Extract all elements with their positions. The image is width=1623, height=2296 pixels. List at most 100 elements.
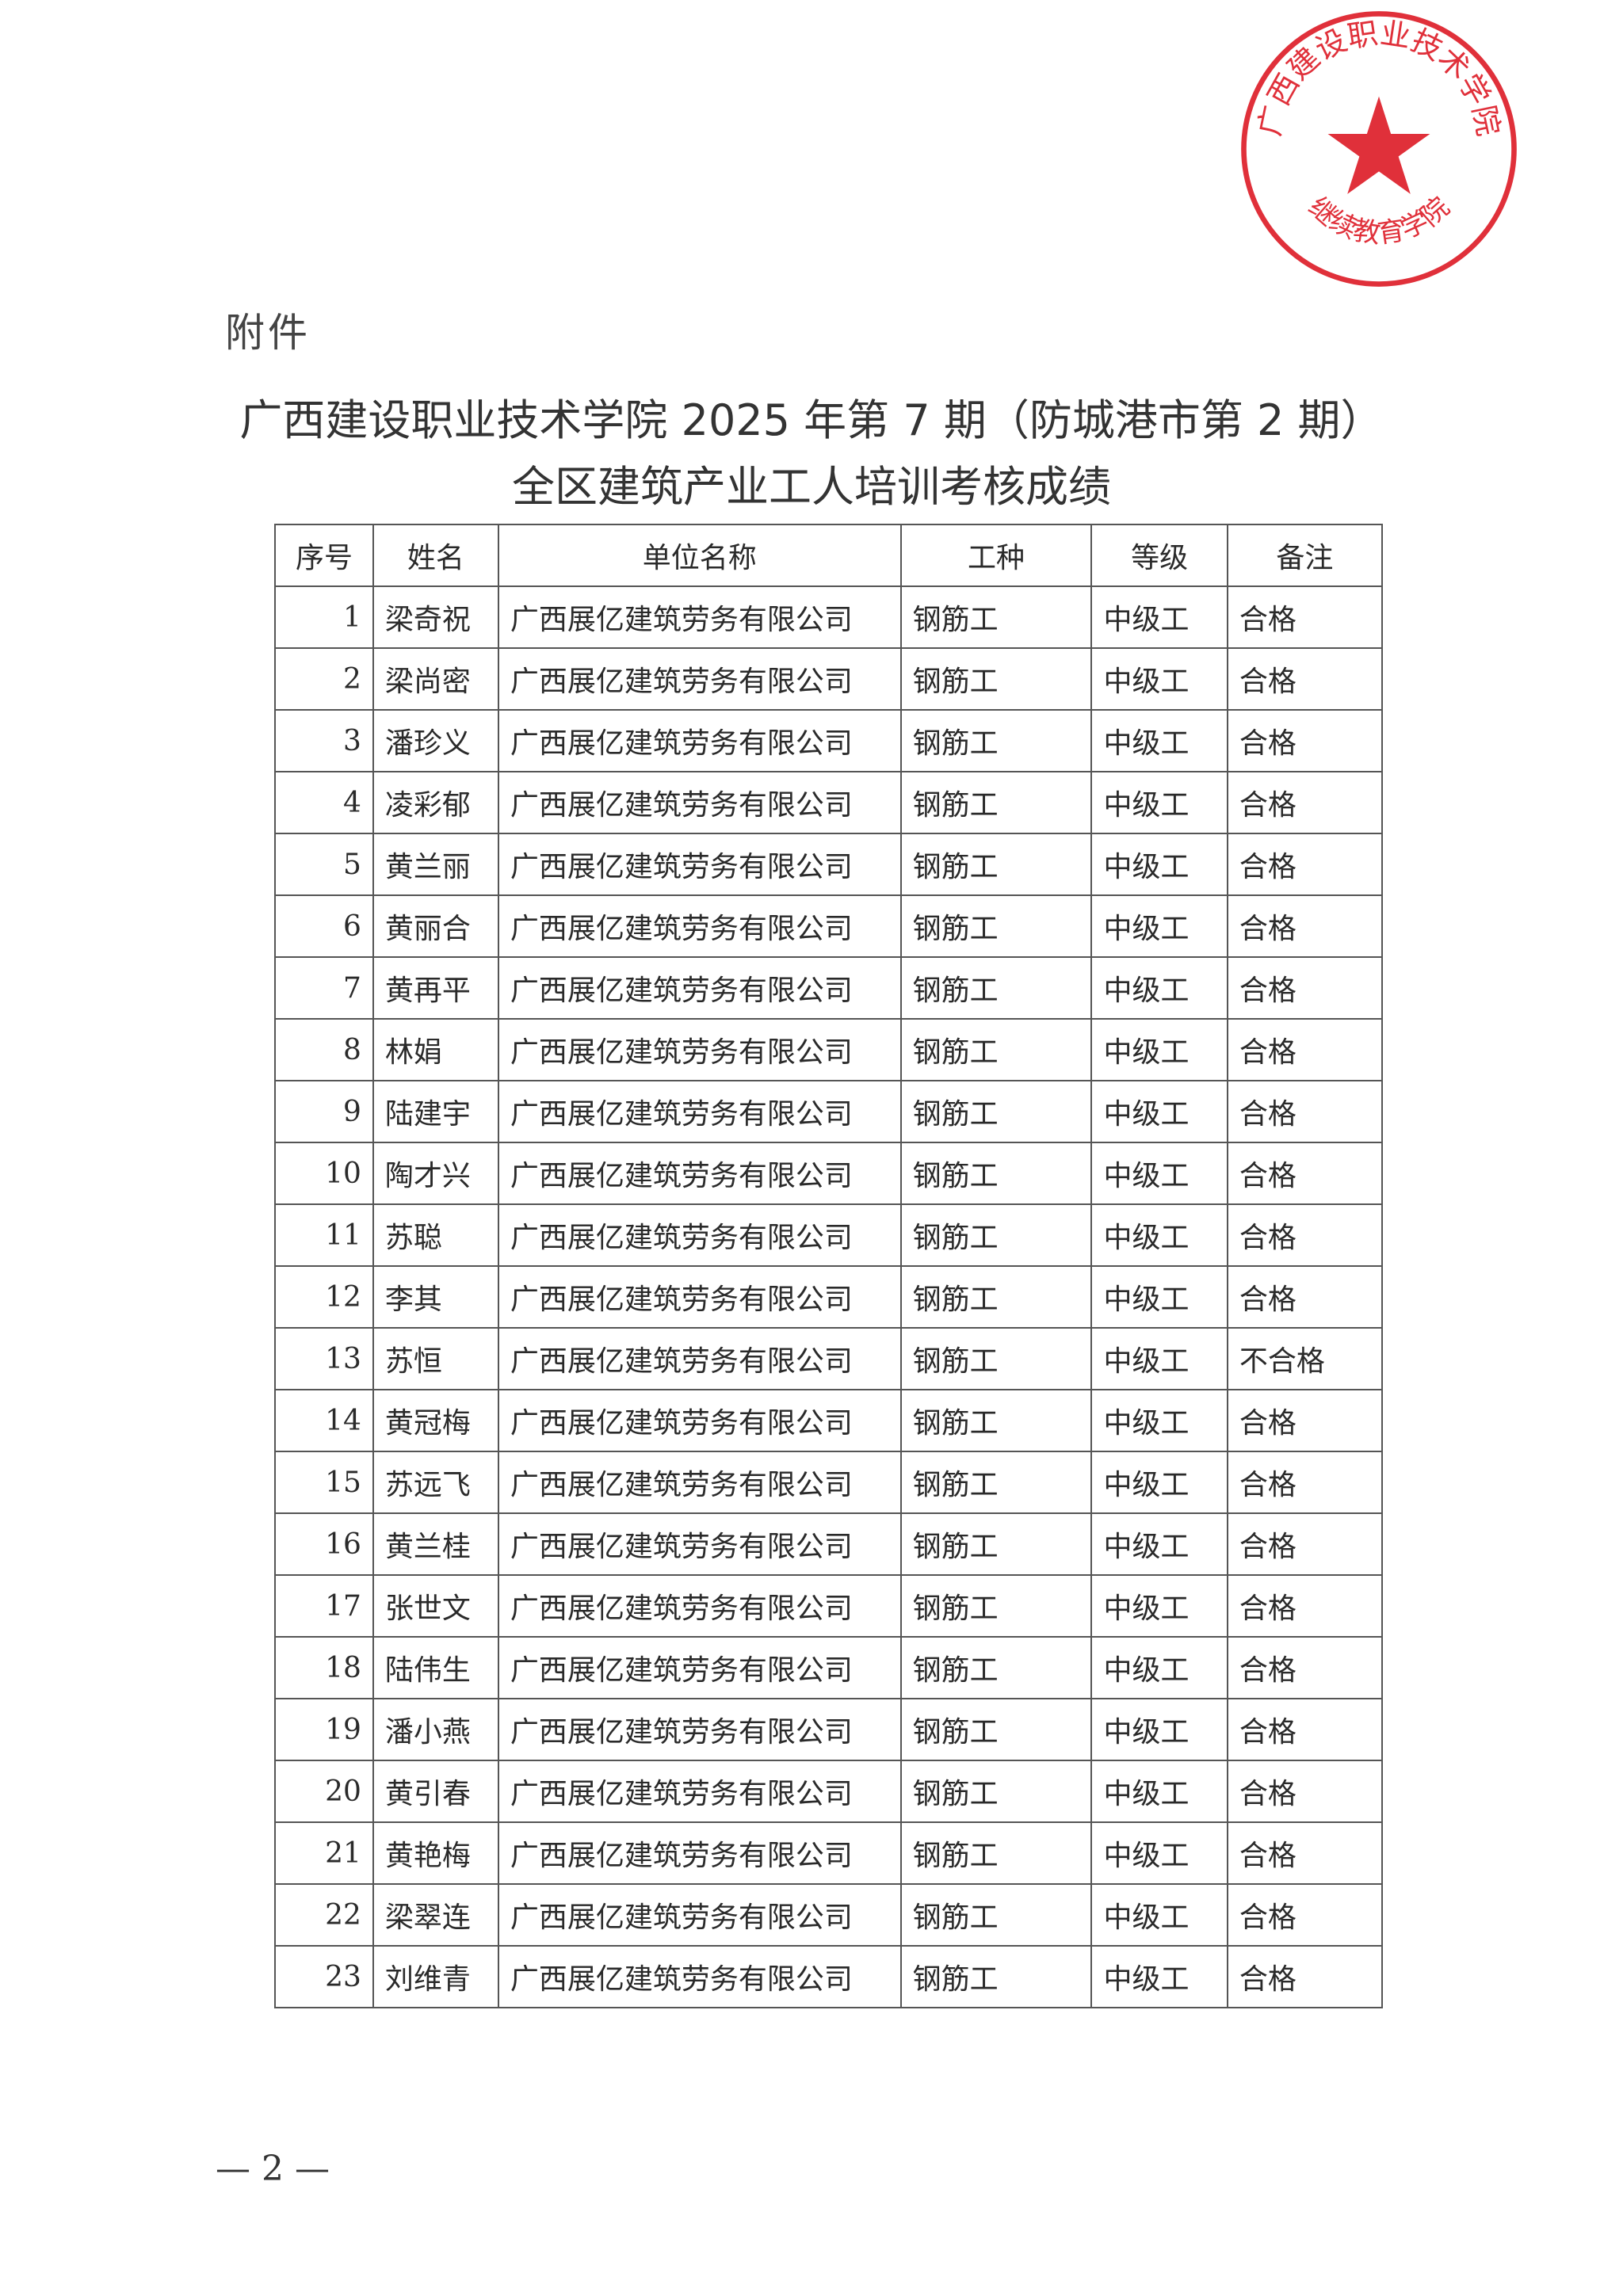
document-title-line2: 全区建筑产业工人培训考核成绩 <box>512 462 1111 512</box>
cell-name: 潘珍义 <box>372 709 499 772</box>
cell-level: 中级工 <box>1090 1512 1228 1576</box>
cell-level: 中级工 <box>1090 833 1228 896</box>
table-row: 11 苏聪 广西展亿建筑劳务有限公司 钢筋工 中级工 合格 <box>274 1203 1384 1267</box>
cell-index: 7 <box>274 956 374 1020</box>
cell-trade: 钢筋工 <box>899 1142 1093 1205</box>
table-row: 19 潘小燕 广西展亿建筑劳务有限公司 钢筋工 中级工 合格 <box>274 1698 1384 1761</box>
cell-trade: 钢筋工 <box>899 1080 1093 1143</box>
cell-name: 苏聪 <box>372 1203 499 1267</box>
official-seal-stamp: 广西建设职业技术学院 继续教育学院 <box>1241 11 1517 287</box>
cell-name: 林娟 <box>372 1018 499 1081</box>
table-row: 10 陶才兴 广西展亿建筑劳务有限公司 钢筋工 中级工 合格 <box>274 1142 1384 1205</box>
cell-name: 黄丽合 <box>372 894 499 958</box>
cell-organization: 广西展亿建筑劳务有限公司 <box>497 1018 902 1081</box>
cell-organization: 广西展亿建筑劳务有限公司 <box>497 1203 902 1267</box>
cell-trade: 钢筋工 <box>899 1018 1093 1081</box>
cell-index: 20 <box>274 1760 374 1823</box>
cell-name: 陶才兴 <box>372 1142 499 1205</box>
cell-remark: 合格 <box>1226 1265 1384 1329</box>
table-row: 14 黄冠梅 广西展亿建筑劳务有限公司 钢筋工 中级工 合格 <box>274 1389 1384 1452</box>
cell-level: 中级工 <box>1090 1018 1228 1081</box>
cell-remark: 合格 <box>1226 1389 1384 1452</box>
cell-index: 5 <box>274 833 374 896</box>
cell-index: 22 <box>274 1883 374 1947</box>
cell-name: 梁尚密 <box>372 647 499 711</box>
cell-index: 12 <box>274 1265 374 1329</box>
cell-trade: 钢筋工 <box>899 956 1093 1020</box>
cell-remark: 合格 <box>1226 1142 1384 1205</box>
cell-name: 张世文 <box>372 1574 499 1638</box>
cell-trade: 钢筋工 <box>899 1574 1093 1638</box>
cell-trade: 钢筋工 <box>899 1883 1093 1947</box>
cell-organization: 广西展亿建筑劳务有限公司 <box>497 1883 902 1947</box>
cell-level: 中级工 <box>1090 1821 1228 1885</box>
cell-trade: 钢筋工 <box>899 1451 1093 1514</box>
cell-name: 陆建宇 <box>372 1080 499 1143</box>
cell-index: 23 <box>274 1945 374 2008</box>
cell-organization: 广西展亿建筑劳务有限公司 <box>497 833 902 896</box>
cell-trade: 钢筋工 <box>899 1327 1093 1390</box>
cell-index: 4 <box>274 771 374 834</box>
cell-trade: 钢筋工 <box>899 833 1093 896</box>
cell-organization: 广西展亿建筑劳务有限公司 <box>497 894 902 958</box>
cell-remark: 合格 <box>1226 1883 1384 1947</box>
cell-organization: 广西展亿建筑劳务有限公司 <box>497 709 902 772</box>
cell-level: 中级工 <box>1090 1636 1228 1699</box>
cell-remark: 合格 <box>1226 1945 1384 2008</box>
cell-remark: 不合格 <box>1226 1327 1384 1390</box>
cell-name: 刘维青 <box>372 1945 499 2008</box>
cell-name: 梁翠连 <box>372 1883 499 1947</box>
table-row: 6 黄丽合 广西展亿建筑劳务有限公司 钢筋工 中级工 合格 <box>274 894 1384 958</box>
table-row: 16 黄兰桂 广西展亿建筑劳务有限公司 钢筋工 中级工 合格 <box>274 1512 1384 1576</box>
table-row: 3 潘珍义 广西展亿建筑劳务有限公司 钢筋工 中级工 合格 <box>274 709 1384 772</box>
cell-trade: 钢筋工 <box>899 1265 1093 1329</box>
cell-remark: 合格 <box>1226 1698 1384 1761</box>
star-icon <box>1327 96 1430 194</box>
cell-organization: 广西展亿建筑劳务有限公司 <box>497 1574 902 1638</box>
cell-trade: 钢筋工 <box>899 1512 1093 1576</box>
cell-name: 陆伟生 <box>372 1636 499 1699</box>
cell-index: 13 <box>274 1327 374 1390</box>
cell-organization: 广西展亿建筑劳务有限公司 <box>497 771 902 834</box>
cell-organization: 广西展亿建筑劳务有限公司 <box>497 1080 902 1143</box>
cell-name: 黄再平 <box>372 956 499 1020</box>
cell-index: 21 <box>274 1821 374 1885</box>
table-row: 23 刘维青 广西展亿建筑劳务有限公司 钢筋工 中级工 合格 <box>274 1945 1384 2008</box>
cell-trade: 钢筋工 <box>899 771 1093 834</box>
cell-remark: 合格 <box>1226 894 1384 958</box>
cell-name: 黄兰丽 <box>372 833 499 896</box>
header-remark: 备注 <box>1226 524 1384 587</box>
cell-name: 凌彩郁 <box>372 771 499 834</box>
cell-remark: 合格 <box>1226 709 1384 772</box>
cell-level: 中级工 <box>1090 894 1228 958</box>
cell-organization: 广西展亿建筑劳务有限公司 <box>497 585 902 649</box>
cell-level: 中级工 <box>1090 1883 1228 1947</box>
cell-level: 中级工 <box>1090 1451 1228 1514</box>
cell-organization: 广西展亿建筑劳务有限公司 <box>497 647 902 711</box>
cell-index: 3 <box>274 709 374 772</box>
cell-level: 中级工 <box>1090 1080 1228 1143</box>
annex-label: 附件 <box>225 310 311 356</box>
cell-index: 2 <box>274 647 374 711</box>
cell-index: 15 <box>274 1451 374 1514</box>
table-row: 15 苏远飞 广西展亿建筑劳务有限公司 钢筋工 中级工 合格 <box>274 1451 1384 1514</box>
cell-organization: 广西展亿建筑劳务有限公司 <box>497 1142 902 1205</box>
cell-index: 19 <box>274 1698 374 1761</box>
cell-organization: 广西展亿建筑劳务有限公司 <box>497 1760 902 1823</box>
cell-level: 中级工 <box>1090 647 1228 711</box>
stamp-inner-text: 继续教育学院 <box>1302 191 1456 250</box>
cell-level: 中级工 <box>1090 585 1228 649</box>
cell-name: 苏远飞 <box>372 1451 499 1514</box>
table-row: 8 林娟 广西展亿建筑劳务有限公司 钢筋工 中级工 合格 <box>274 1018 1384 1081</box>
cell-trade: 钢筋工 <box>899 1760 1093 1823</box>
cell-trade: 钢筋工 <box>899 647 1093 711</box>
cell-organization: 广西展亿建筑劳务有限公司 <box>497 1698 902 1761</box>
cell-remark: 合格 <box>1226 1821 1384 1885</box>
cell-remark: 合格 <box>1226 585 1384 649</box>
table-row: 4 凌彩郁 广西展亿建筑劳务有限公司 钢筋工 中级工 合格 <box>274 771 1384 834</box>
stamp-outer-text: 广西建设职业技术学院 <box>1251 15 1506 139</box>
header-organization: 单位名称 <box>497 524 902 587</box>
cell-organization: 广西展亿建筑劳务有限公司 <box>497 1945 902 2008</box>
cell-trade: 钢筋工 <box>899 1698 1093 1761</box>
cell-name: 梁奇祝 <box>372 585 499 649</box>
